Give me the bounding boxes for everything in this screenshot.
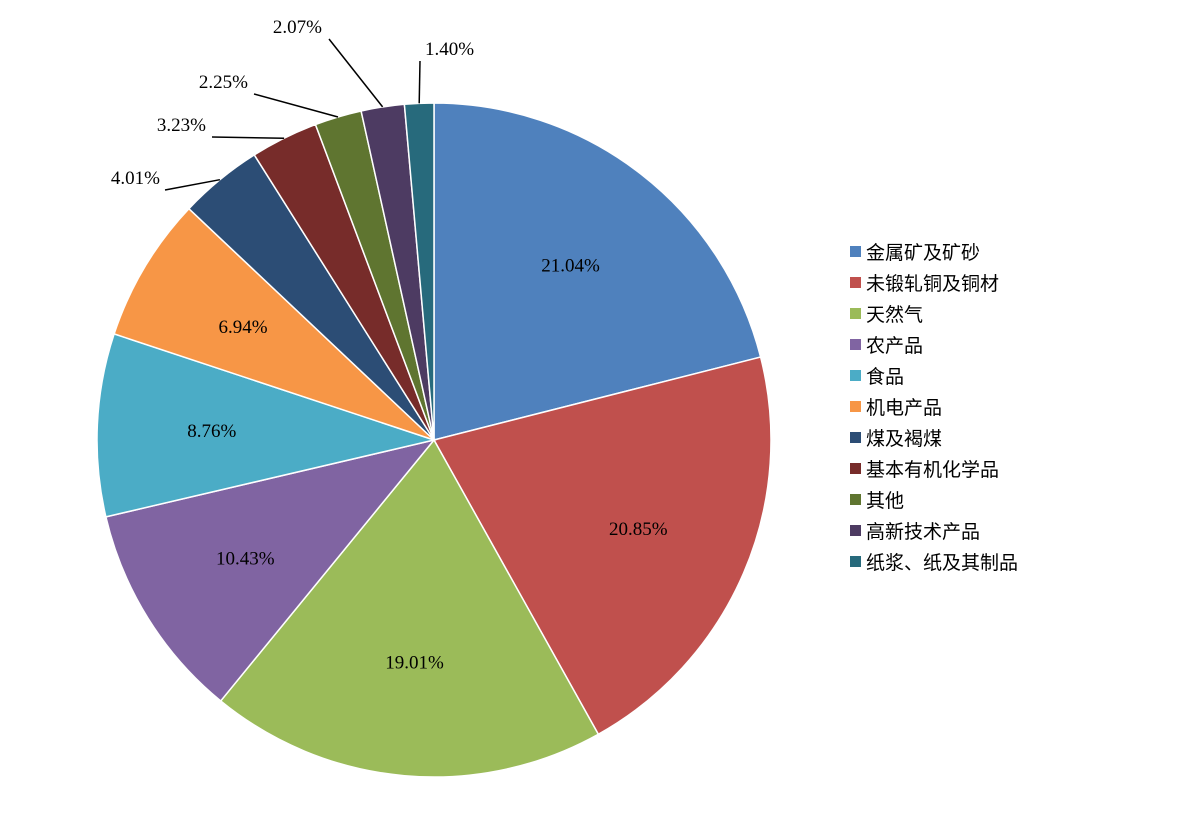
legend-swatch-3: [850, 308, 861, 319]
legend-swatch-10: [850, 525, 861, 536]
legend-swatch-1: [850, 246, 861, 257]
legend-label-7: 煤及褐煤: [866, 428, 942, 450]
legend-label-2: 未锻轧铜及铜材: [866, 273, 999, 295]
pie-slices: [96, 102, 772, 778]
legend-label-8: 基本有机化学品: [866, 459, 999, 481]
data-label-2: 20.85%: [609, 519, 668, 540]
data-label-7: 4.01%: [111, 168, 160, 189]
leader-line-8: [211, 136, 285, 139]
legend-label-6: 机电产品: [866, 397, 942, 419]
legend-swatch-4: [850, 339, 861, 350]
data-label-10: 2.07%: [273, 17, 322, 38]
data-label-11: 1.40%: [425, 39, 474, 60]
data-labels: 21.04% 20.85% 19.01% 10.43% 8.76% 6.94% 4.01% 3…: [111, 17, 668, 674]
leader-lines: [164, 38, 421, 191]
pie-slice-3: [219, 438, 600, 778]
data-label-1: 21.04%: [541, 255, 600, 276]
legend-swatch-2: [850, 277, 861, 288]
pie-slice-11: [403, 102, 435, 441]
legend-swatch-9: [850, 494, 861, 505]
legend-label-4: 农产品: [866, 335, 923, 357]
data-label-5: 8.76%: [187, 421, 236, 442]
leader-line-9: [253, 93, 339, 118]
data-label-8: 3.23%: [157, 115, 206, 136]
data-label-9: 2.25%: [199, 72, 248, 93]
leader-line-11: [418, 60, 421, 104]
legend-swatch-7: [850, 432, 861, 443]
legend-label-3: 天然气: [866, 304, 923, 326]
pie-slice-6: [113, 207, 435, 441]
data-label-4: 10.43%: [216, 549, 275, 570]
legend-label-5: 食品: [866, 366, 904, 388]
pie-slice-2: [432, 356, 772, 736]
pie-slice-4: [104, 438, 436, 702]
data-label-3: 19.01%: [385, 653, 444, 674]
leader-line-7: [164, 178, 221, 191]
legend-label-1: 金属矿及矿砂: [866, 242, 980, 264]
legend: 金属矿及矿砂未锻轧铜及铜材天然气农产品食品机电产品煤及褐煤基本有机化学品其他高新…: [850, 242, 1018, 574]
legend-swatch-5: [850, 370, 861, 381]
data-label-6: 6.94%: [218, 317, 267, 338]
legend-swatch-11: [850, 556, 861, 567]
leader-line-10: [328, 38, 384, 108]
legend-label-9: 其他: [866, 490, 904, 512]
pie-slice-1: [433, 102, 762, 441]
pie-slice-5: [96, 332, 437, 518]
legend-swatch-6: [850, 401, 861, 412]
legend-label-11: 纸浆、纸及其制品: [866, 552, 1018, 574]
legend-label-10: 高新技术产品: [866, 521, 980, 543]
legend-swatch-8: [850, 463, 861, 474]
